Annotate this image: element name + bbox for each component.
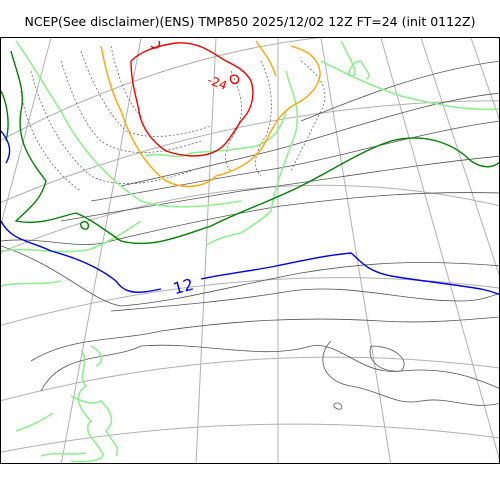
isotherm-line <box>60 155 499 222</box>
isotherm-line <box>229 74 240 85</box>
isotherm-line <box>130 42 254 157</box>
isotherm-line <box>205 70 299 247</box>
isotherm-line <box>200 252 499 295</box>
isotherm-line <box>1 220 162 293</box>
isotherm-line <box>255 40 277 77</box>
isotherm-line <box>60 60 202 153</box>
isotherm-line <box>80 50 212 137</box>
meridian-line <box>380 38 499 460</box>
isotherms-dark-green <box>1 50 499 245</box>
isotherm-line <box>333 402 343 410</box>
isotherm-line <box>10 50 499 245</box>
isotherm-line <box>1 192 499 245</box>
isotherm-line <box>320 60 499 111</box>
isotherm-line <box>90 120 499 202</box>
parallel-line <box>1 423 499 453</box>
map-panel: 12 -24 <box>0 37 500 464</box>
isotherm-line <box>225 70 242 172</box>
isotherms-blue <box>1 130 499 295</box>
isotherm-line <box>110 288 499 312</box>
isotherm-line <box>150 40 161 49</box>
parallel-line <box>1 184 499 253</box>
meridian-line <box>320 38 392 463</box>
isotherm-line <box>322 340 499 406</box>
isotherm-line <box>80 220 90 230</box>
isotherm-line <box>15 40 242 208</box>
meridian-line <box>1 38 52 226</box>
isotherm-line <box>20 90 82 192</box>
contour-label-minus-24: -24 <box>206 73 229 93</box>
isotherm-line <box>40 344 499 392</box>
isotherm-line <box>145 110 287 157</box>
isotherm-line <box>70 395 119 457</box>
meridian-line <box>195 38 217 463</box>
contour-label-12: 12 <box>171 275 196 299</box>
isotherm-line <box>30 316 499 362</box>
isotherm-line <box>340 40 370 80</box>
isotherm-line <box>110 45 142 117</box>
isotherm-line <box>255 60 272 177</box>
parallel-line <box>1 100 499 203</box>
isotherm-line <box>70 350 104 463</box>
parallel-line <box>1 277 499 326</box>
isotherm-line <box>1 130 11 164</box>
parallel-line <box>1 38 499 141</box>
isotherms-dotted <box>20 45 326 192</box>
isotherm-line <box>40 452 87 457</box>
chart-title: NCEP(See disclaimer)(ENS) TMP850 2025/12… <box>24 14 476 29</box>
meridian-line <box>420 38 499 276</box>
meridian-line <box>60 38 142 463</box>
isotherm-line <box>1 280 62 287</box>
isotherm-line <box>1 90 9 142</box>
parallel-line <box>1 356 499 402</box>
isotherm-line <box>369 345 405 372</box>
isotherms-red <box>130 40 254 157</box>
isotherms-thin <box>1 60 499 410</box>
isotherm-line <box>1 245 499 307</box>
isotherm-line <box>120 92 499 187</box>
isotherm-line <box>15 412 54 432</box>
isotherm-line <box>1 220 142 253</box>
isotherm-line <box>30 70 192 184</box>
isotherm-line <box>90 345 103 367</box>
isotherm-line <box>100 45 321 188</box>
isotherms-orange <box>100 40 321 188</box>
isotherms-light-green <box>1 40 499 463</box>
map-canvas: 12 -24 <box>1 38 499 463</box>
